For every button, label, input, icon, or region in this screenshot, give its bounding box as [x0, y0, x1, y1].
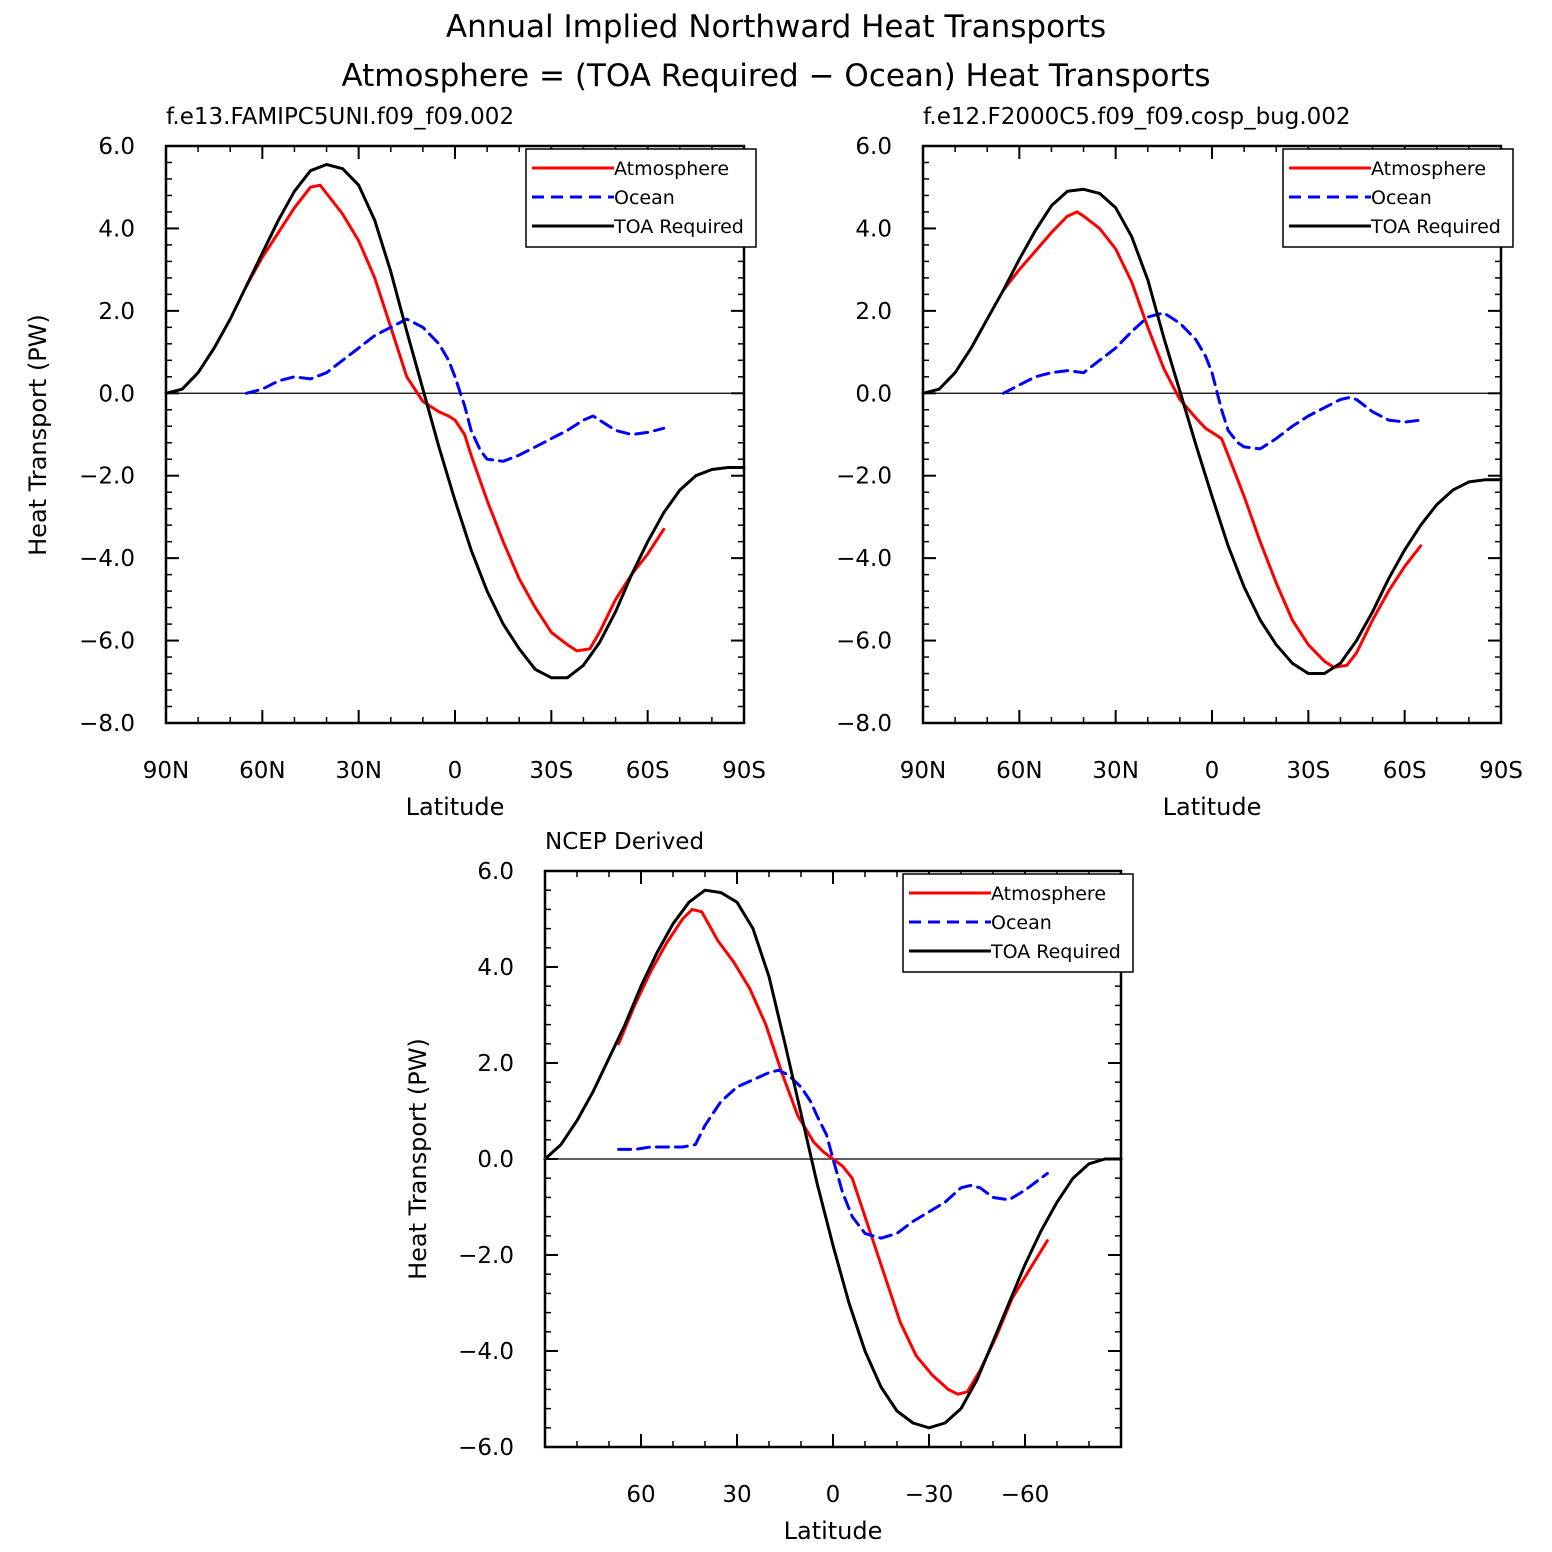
x-tick-label: 60S — [626, 758, 670, 784]
legend-label-atm: Atmosphere — [614, 158, 729, 180]
x-axis-label: Latitude — [406, 793, 505, 821]
y-tick-label: 6.0 — [98, 134, 135, 160]
y-tick-label: −2.0 — [458, 1243, 514, 1269]
series-line-ocean — [244, 317, 666, 463]
series-line-toa — [164, 163, 746, 680]
y-tick-label: −6.0 — [458, 1435, 514, 1461]
series-line-toa — [543, 888, 1123, 1430]
y-axis-label: Heat Transport (PW) — [404, 1038, 432, 1280]
chart-panel-top-left: 90N 60N 30N 0 30S 60S 90S 6.0 4.0 2.0 0.0 −2.0 −4.0 −… — [24, 104, 766, 821]
chart-panel-bottom: 60 30 0 −30 −60 6.0 4.0 2.0 0.0 −2.0 −4.0 −6.0 NCEP … — [404, 829, 1134, 1545]
y-tick-label: 0.0 — [98, 381, 135, 407]
y-tick-label: −6.0 — [79, 629, 135, 655]
series-line-ocean — [1001, 311, 1423, 451]
y-tick-label: −6.0 — [836, 629, 892, 655]
x-tick-label: 60S — [1383, 758, 1427, 784]
legend-label-ocean: Ocean — [1371, 187, 1432, 209]
chart-panel-top-right: 90N 60N 30N 0 30S 60S 90S 6.0 4.0 2.0 0.0 −2.0 −4.0 −… — [836, 104, 1523, 821]
legend-label-atm: Atmosphere — [991, 883, 1106, 905]
legend-label-toa: TOA Required — [613, 216, 744, 238]
panel-title: NCEP Derived — [545, 829, 704, 855]
x-axis-label: Latitude — [784, 1517, 883, 1545]
legend-label-toa: TOA Required — [1370, 216, 1501, 238]
legend-box — [525, 148, 757, 248]
x-tick-label: 90N — [900, 758, 946, 784]
x-tick-label: 30N — [335, 758, 381, 784]
legend: Atmosphere Ocean TOA Required — [525, 148, 757, 248]
y-tick-label: −4.0 — [836, 546, 892, 572]
y-tick-label: 2.0 — [855, 299, 892, 325]
series-line-atm — [1001, 210, 1423, 669]
figure-title-line2: Atmosphere = (TOA Required − Ocean) Heat… — [341, 58, 1210, 94]
y-tick-label: 6.0 — [477, 859, 514, 885]
y-tick-label: −8.0 — [79, 711, 135, 737]
y-tick-label: 2.0 — [98, 299, 135, 325]
series-line-atm — [244, 183, 666, 653]
legend-label-atm: Atmosphere — [1371, 158, 1486, 180]
legend-label-ocean: Ocean — [614, 187, 675, 209]
y-tick-label: −4.0 — [458, 1339, 514, 1365]
legend-label-toa: TOA Required — [990, 941, 1121, 963]
y-tick-label: 6.0 — [855, 134, 892, 160]
figure-title-line1: Annual Implied Northward Heat Transports — [446, 9, 1106, 45]
x-tick-label: 0 — [1205, 758, 1220, 784]
y-tick-label: 2.0 — [477, 1051, 514, 1077]
x-tick-label: −30 — [905, 1482, 954, 1508]
series-line-ocean — [617, 1068, 1049, 1240]
x-tick-label: 60 — [626, 1482, 655, 1508]
x-tick-label: 0 — [448, 758, 463, 784]
x-tick-label: 30S — [529, 758, 573, 784]
x-tick-label: 90N — [143, 758, 189, 784]
series-line-atm — [617, 907, 1049, 1396]
y-tick-label: −4.0 — [79, 546, 135, 572]
series-line-toa — [921, 187, 1503, 675]
legend-box — [1282, 148, 1514, 248]
legend: Atmosphere Ocean TOA Required — [902, 873, 1134, 973]
y-tick-label: −2.0 — [836, 464, 892, 490]
x-tick-label: 60N — [239, 758, 285, 784]
x-tick-label: 90S — [1479, 758, 1523, 784]
x-tick-label: 90S — [722, 758, 766, 784]
y-axis-label: Heat Transport (PW) — [24, 314, 52, 556]
x-axis-label: Latitude — [1163, 793, 1262, 821]
panel-title: f.e13.FAMIPC5UNI.f09_f09.002 — [166, 104, 514, 130]
panel-title: f.e12.F2000C5.f09_f09.cosp_bug.002 — [923, 104, 1351, 130]
y-tick-label: −8.0 — [836, 711, 892, 737]
x-tick-label: 0 — [826, 1482, 841, 1508]
legend-label-ocean: Ocean — [991, 912, 1052, 934]
y-tick-label: 4.0 — [477, 955, 514, 981]
y-tick-label: −2.0 — [79, 464, 135, 490]
x-tick-label: −60 — [1001, 1482, 1050, 1508]
x-tick-label: 30N — [1092, 758, 1138, 784]
legend: Atmosphere Ocean TOA Required — [1282, 148, 1514, 248]
x-tick-label: 60N — [996, 758, 1042, 784]
y-tick-label: 4.0 — [98, 216, 135, 242]
x-tick-label: 30 — [722, 1482, 751, 1508]
y-tick-label: 0.0 — [855, 381, 892, 407]
x-tick-label: 30S — [1286, 758, 1330, 784]
legend-box — [902, 873, 1134, 973]
y-tick-label: 4.0 — [855, 216, 892, 242]
y-tick-label: 0.0 — [477, 1147, 514, 1173]
